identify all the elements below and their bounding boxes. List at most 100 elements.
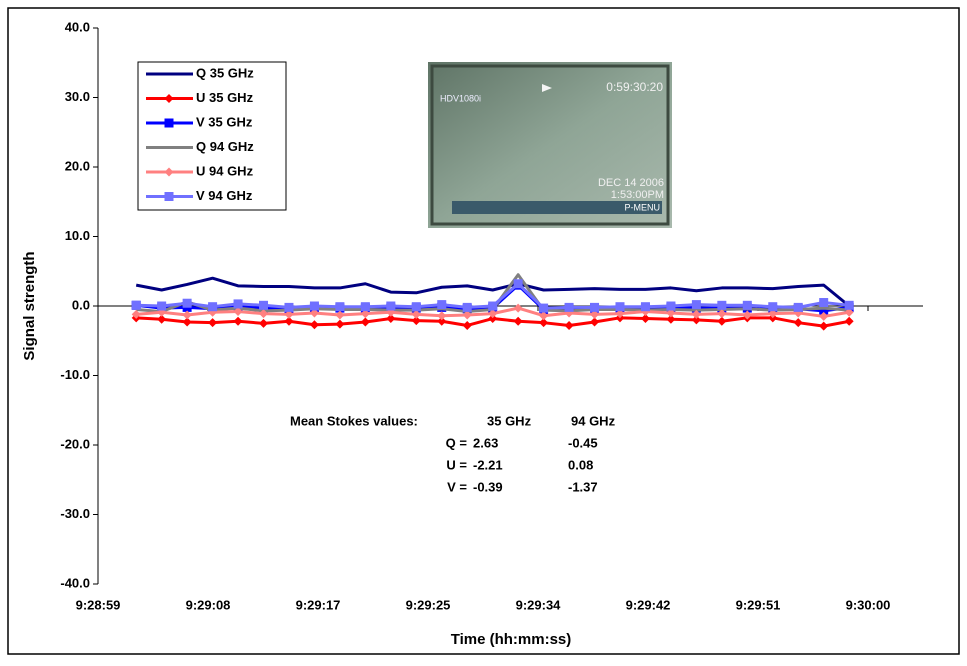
data-point [335,310,345,320]
data-point [819,298,829,308]
y-tick-label: -40.0 [60,575,90,590]
data-point [259,309,269,319]
data-point [819,311,829,321]
data-point [615,302,625,312]
data-point [793,318,803,328]
mean-table-label: U = [446,457,467,472]
mean-table-column: 35 GHz [487,413,532,428]
legend-marker [164,167,174,177]
mean-table-value: 2.63 [473,435,498,450]
data-point [717,300,727,310]
data-point [844,307,854,317]
data-point [666,301,676,311]
y-tick-label: -30.0 [60,506,90,521]
data-point [437,311,447,321]
data-point [462,302,472,312]
legend-marker [164,192,174,201]
data-point [437,300,447,310]
x-tick-label: 9:29:34 [516,597,562,612]
data-point [462,320,472,330]
legend-label: U 35 GHz [196,90,254,105]
series-line [135,276,851,308]
data-point [717,309,727,319]
data-point [233,316,243,326]
data-point [360,302,370,312]
data-point [309,308,319,318]
mean-table-value: -1.37 [568,479,598,494]
data-point [437,316,447,326]
data-point [208,302,218,312]
data-point [182,298,192,308]
data-point [233,307,243,317]
data-point [131,300,141,310]
data-point [182,310,192,320]
data-point [819,321,829,331]
data-point [411,309,421,319]
video-controls [452,201,662,214]
data-point [717,316,727,326]
legend-label: Q 35 GHz [196,65,254,80]
y-axis-title: Signal strength [21,251,38,360]
data-point [590,309,600,319]
data-point [768,302,778,312]
video-date: DEC 14 2006 [598,177,664,189]
data-point [513,303,523,313]
data-point [539,311,549,321]
data-point [488,309,498,319]
data-point [284,309,294,319]
data-point [131,309,141,319]
data-point [742,300,752,310]
data-point [411,316,421,326]
data-point [360,317,370,327]
data-point [208,318,218,328]
data-point [386,301,396,311]
video-frame [428,62,672,228]
x-tick-label: 9:28:59 [76,597,121,612]
video-border [430,64,670,226]
video-time: 1:53:00PM [611,189,664,201]
mean-table-label: V = [447,479,467,494]
legend-marker [164,118,174,128]
video-format: HDV1080i [440,93,481,103]
data-point [157,314,167,324]
data-point [386,314,396,324]
mean-table-value: 0.08 [568,457,593,472]
data-point [360,309,370,319]
data-point [691,300,701,310]
data-point [819,306,829,316]
data-point [157,301,167,311]
video-inset: HDV1080i 0:59:30:20 DEC 14 2006 1:53:00P… [428,62,672,228]
mean-table-label: Q = [446,435,468,450]
data-point [691,309,701,319]
x-tick-label: 9:30:00 [846,597,891,612]
data-point [182,317,192,327]
data-point [666,314,676,324]
legend-box [137,61,287,211]
legend-marker [164,94,174,103]
data-point [259,300,269,310]
data-point [844,316,854,326]
data-point [691,315,701,325]
legend-label: Q 94 GHz [196,139,254,154]
data-point [666,308,676,318]
y-tick-label: 20.0 [65,158,90,173]
y-tick-label: -10.0 [60,367,90,382]
data-point [488,301,498,311]
data-point [539,318,549,328]
x-tick-label: 9:29:51 [736,597,781,612]
data-point [462,310,472,320]
data-point [742,310,752,320]
x-tick-label: 9:29:17 [296,597,341,612]
x-tick-label: 9:29:42 [626,597,671,612]
data-point [411,302,421,312]
mean-table-column: 94 GHz [571,413,616,428]
data-point [844,300,854,310]
video-counter: 0:59:30:20 [606,80,663,94]
data-point [309,301,319,311]
data-point [564,302,574,312]
y-tick-label: -20.0 [60,436,90,451]
legend-label: U 94 GHz [196,163,254,178]
y-tick-label: 30.0 [65,89,90,104]
data-point [640,314,650,324]
